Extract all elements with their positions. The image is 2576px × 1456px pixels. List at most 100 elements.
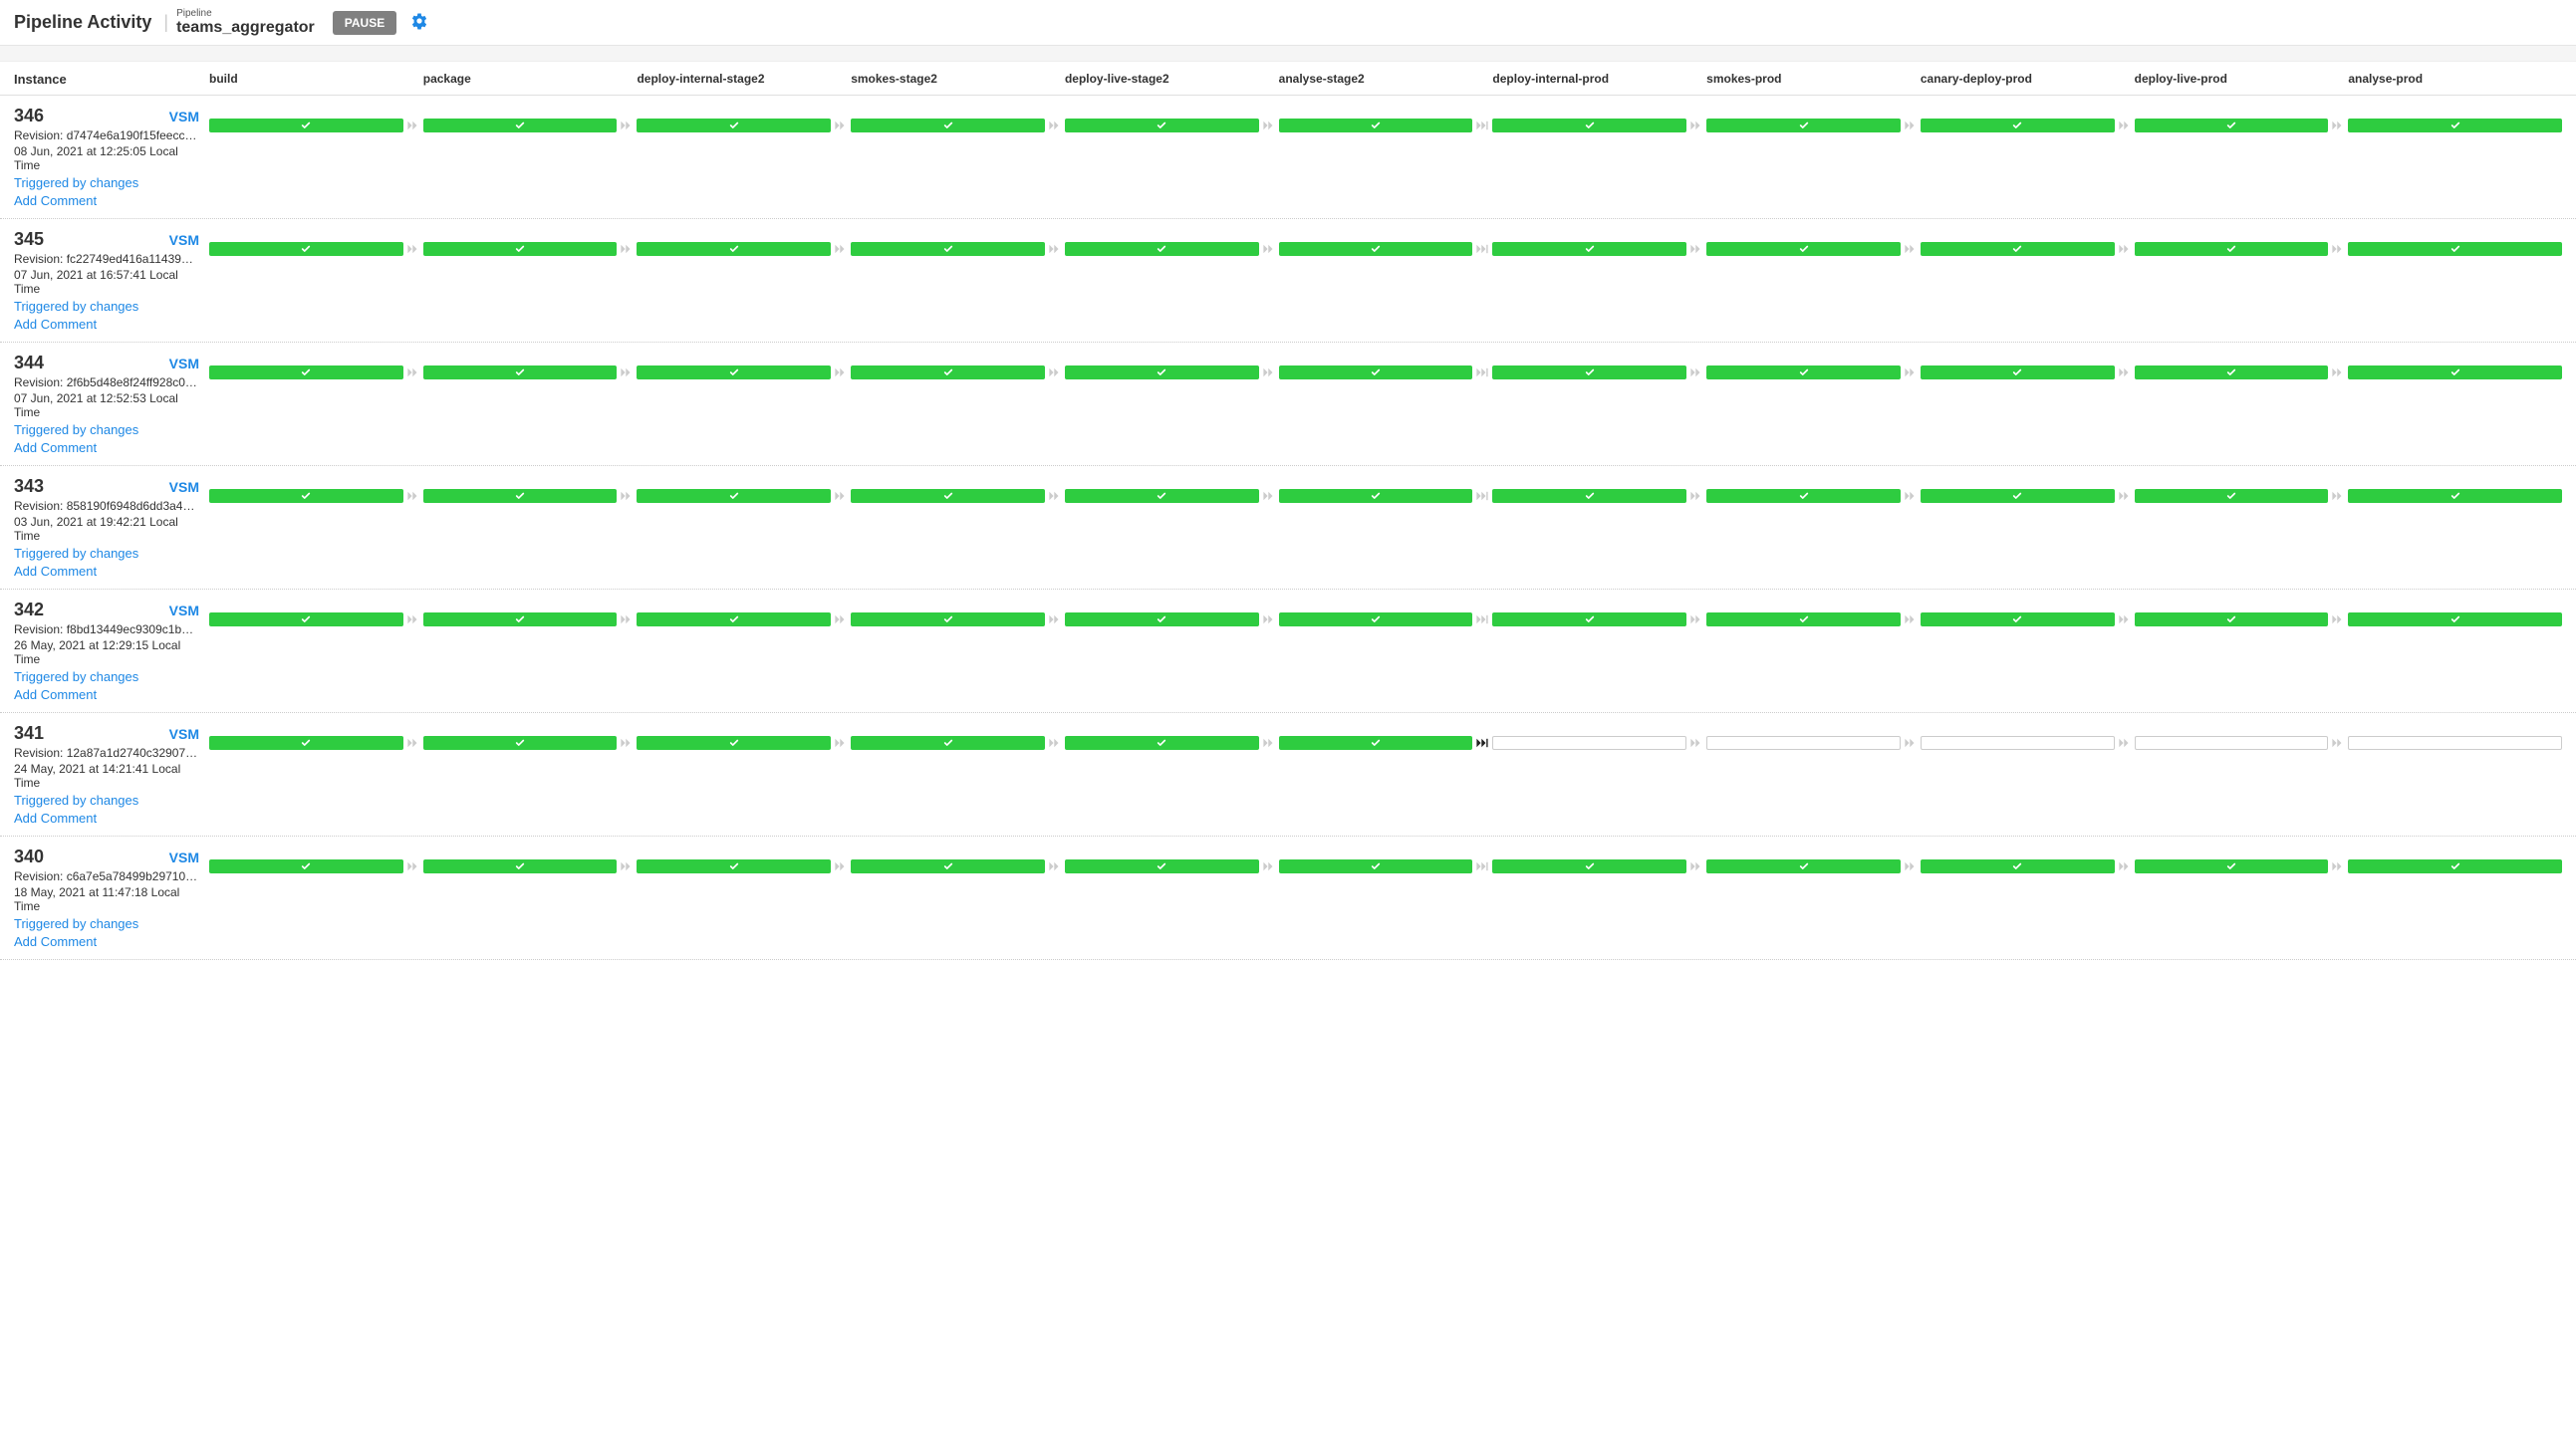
stage-bar[interactable] bbox=[1065, 859, 1259, 873]
vsm-link[interactable]: VSM bbox=[169, 603, 199, 618]
stage-bar[interactable] bbox=[851, 736, 1045, 750]
stage-bar[interactable] bbox=[1706, 612, 1901, 626]
add-comment-link[interactable]: Add Comment bbox=[14, 564, 199, 579]
stage-bar[interactable] bbox=[209, 736, 403, 750]
stage-bar[interactable] bbox=[1492, 859, 1686, 873]
stage-bar[interactable] bbox=[1921, 489, 2115, 503]
stage-bar[interactable] bbox=[851, 489, 1045, 503]
stage-bar[interactable] bbox=[423, 859, 618, 873]
stage-bar[interactable] bbox=[1492, 612, 1686, 626]
stage-bar[interactable] bbox=[1065, 489, 1259, 503]
stage-bar[interactable] bbox=[1921, 119, 2115, 132]
stage-bar[interactable] bbox=[423, 119, 618, 132]
stage-bar[interactable] bbox=[209, 612, 403, 626]
stage-bar[interactable] bbox=[2135, 736, 2329, 750]
stage-bar[interactable] bbox=[1706, 242, 1901, 256]
stage-bar[interactable] bbox=[2348, 859, 2562, 873]
stage-bar[interactable] bbox=[2135, 859, 2329, 873]
vsm-link[interactable]: VSM bbox=[169, 109, 199, 124]
vsm-link[interactable]: VSM bbox=[169, 356, 199, 371]
stage-bar[interactable] bbox=[1279, 736, 1473, 750]
stage-bar[interactable] bbox=[423, 489, 618, 503]
stage-bar[interactable] bbox=[1921, 242, 2115, 256]
add-comment-link[interactable]: Add Comment bbox=[14, 934, 199, 949]
stage-bar[interactable] bbox=[1492, 119, 1686, 132]
stage-bar[interactable] bbox=[1492, 365, 1686, 379]
stage-bar[interactable] bbox=[2348, 612, 2562, 626]
stage-bar[interactable] bbox=[1279, 859, 1473, 873]
stage-bar[interactable] bbox=[1706, 489, 1901, 503]
vsm-link[interactable]: VSM bbox=[169, 479, 199, 495]
stage-bar[interactable] bbox=[1706, 859, 1901, 873]
stage-bar[interactable] bbox=[637, 736, 831, 750]
stage-bar[interactable] bbox=[851, 242, 1045, 256]
stage-bar[interactable] bbox=[851, 612, 1045, 626]
add-comment-link[interactable]: Add Comment bbox=[14, 317, 199, 332]
stage-bar[interactable] bbox=[2135, 242, 2329, 256]
stage-bar[interactable] bbox=[209, 365, 403, 379]
stage-bar[interactable] bbox=[1492, 736, 1686, 750]
stage-bar[interactable] bbox=[423, 736, 618, 750]
stage-bar[interactable] bbox=[1279, 242, 1473, 256]
stage-bar[interactable] bbox=[637, 859, 831, 873]
add-comment-link[interactable]: Add Comment bbox=[14, 440, 199, 455]
stage-bar[interactable] bbox=[1279, 365, 1473, 379]
stage-bar[interactable] bbox=[2135, 612, 2329, 626]
pause-button[interactable]: PAUSE bbox=[333, 11, 396, 35]
stage-bar[interactable] bbox=[1279, 119, 1473, 132]
stage-bar[interactable] bbox=[209, 242, 403, 256]
stage-bar[interactable] bbox=[2135, 489, 2329, 503]
stage-bar[interactable] bbox=[1921, 736, 2115, 750]
stage-bar[interactable] bbox=[1706, 119, 1901, 132]
stage-bar[interactable] bbox=[1065, 736, 1259, 750]
triggered-by-link[interactable]: Triggered by changes bbox=[14, 299, 199, 314]
stage-bar[interactable] bbox=[1492, 242, 1686, 256]
stage-bar[interactable] bbox=[209, 489, 403, 503]
stage-bar[interactable] bbox=[2348, 489, 2562, 503]
triggered-by-link[interactable]: Triggered by changes bbox=[14, 793, 199, 808]
vsm-link[interactable]: VSM bbox=[169, 726, 199, 742]
triggered-by-link[interactable]: Triggered by changes bbox=[14, 422, 199, 437]
stage-bar[interactable] bbox=[637, 489, 831, 503]
stage-bar[interactable] bbox=[1921, 612, 2115, 626]
stage-bar[interactable] bbox=[1706, 365, 1901, 379]
stage-bar[interactable] bbox=[2348, 365, 2562, 379]
stage-bar[interactable] bbox=[209, 119, 403, 132]
stage-bar[interactable] bbox=[851, 365, 1045, 379]
stage-bar[interactable] bbox=[1706, 736, 1901, 750]
stage-bar[interactable] bbox=[209, 859, 403, 873]
stage-bar[interactable] bbox=[637, 242, 831, 256]
stage-bar[interactable] bbox=[423, 612, 618, 626]
stage-bar[interactable] bbox=[851, 859, 1045, 873]
vsm-link[interactable]: VSM bbox=[169, 849, 199, 865]
triggered-by-link[interactable]: Triggered by changes bbox=[14, 175, 199, 190]
stage-bar[interactable] bbox=[637, 365, 831, 379]
triggered-by-link[interactable]: Triggered by changes bbox=[14, 669, 199, 684]
vsm-link[interactable]: VSM bbox=[169, 232, 199, 248]
add-comment-link[interactable]: Add Comment bbox=[14, 193, 199, 208]
stage-bar[interactable] bbox=[1921, 365, 2115, 379]
triggered-by-link[interactable]: Triggered by changes bbox=[14, 916, 199, 931]
stage-bar[interactable] bbox=[1065, 119, 1259, 132]
stage-bar[interactable] bbox=[1279, 489, 1473, 503]
stage-bar[interactable] bbox=[2348, 242, 2562, 256]
stage-bar[interactable] bbox=[637, 119, 831, 132]
add-comment-link[interactable]: Add Comment bbox=[14, 811, 199, 826]
triggered-by-link[interactable]: Triggered by changes bbox=[14, 546, 199, 561]
stage-bar[interactable] bbox=[1065, 612, 1259, 626]
stage-bar[interactable] bbox=[1921, 859, 2115, 873]
stage-bar[interactable] bbox=[423, 365, 618, 379]
stage-bar[interactable] bbox=[1492, 489, 1686, 503]
stage-bar[interactable] bbox=[1065, 242, 1259, 256]
stage-bar[interactable] bbox=[2348, 119, 2562, 132]
stage-bar[interactable] bbox=[637, 612, 831, 626]
stage-bar[interactable] bbox=[423, 242, 618, 256]
stage-bar[interactable] bbox=[1279, 612, 1473, 626]
gear-icon[interactable] bbox=[410, 12, 428, 33]
add-comment-link[interactable]: Add Comment bbox=[14, 687, 199, 702]
manual-gate-icon[interactable] bbox=[1472, 737, 1492, 749]
stage-bar[interactable] bbox=[2135, 365, 2329, 379]
stage-bar[interactable] bbox=[2348, 736, 2562, 750]
stage-bar[interactable] bbox=[1065, 365, 1259, 379]
stage-bar[interactable] bbox=[851, 119, 1045, 132]
